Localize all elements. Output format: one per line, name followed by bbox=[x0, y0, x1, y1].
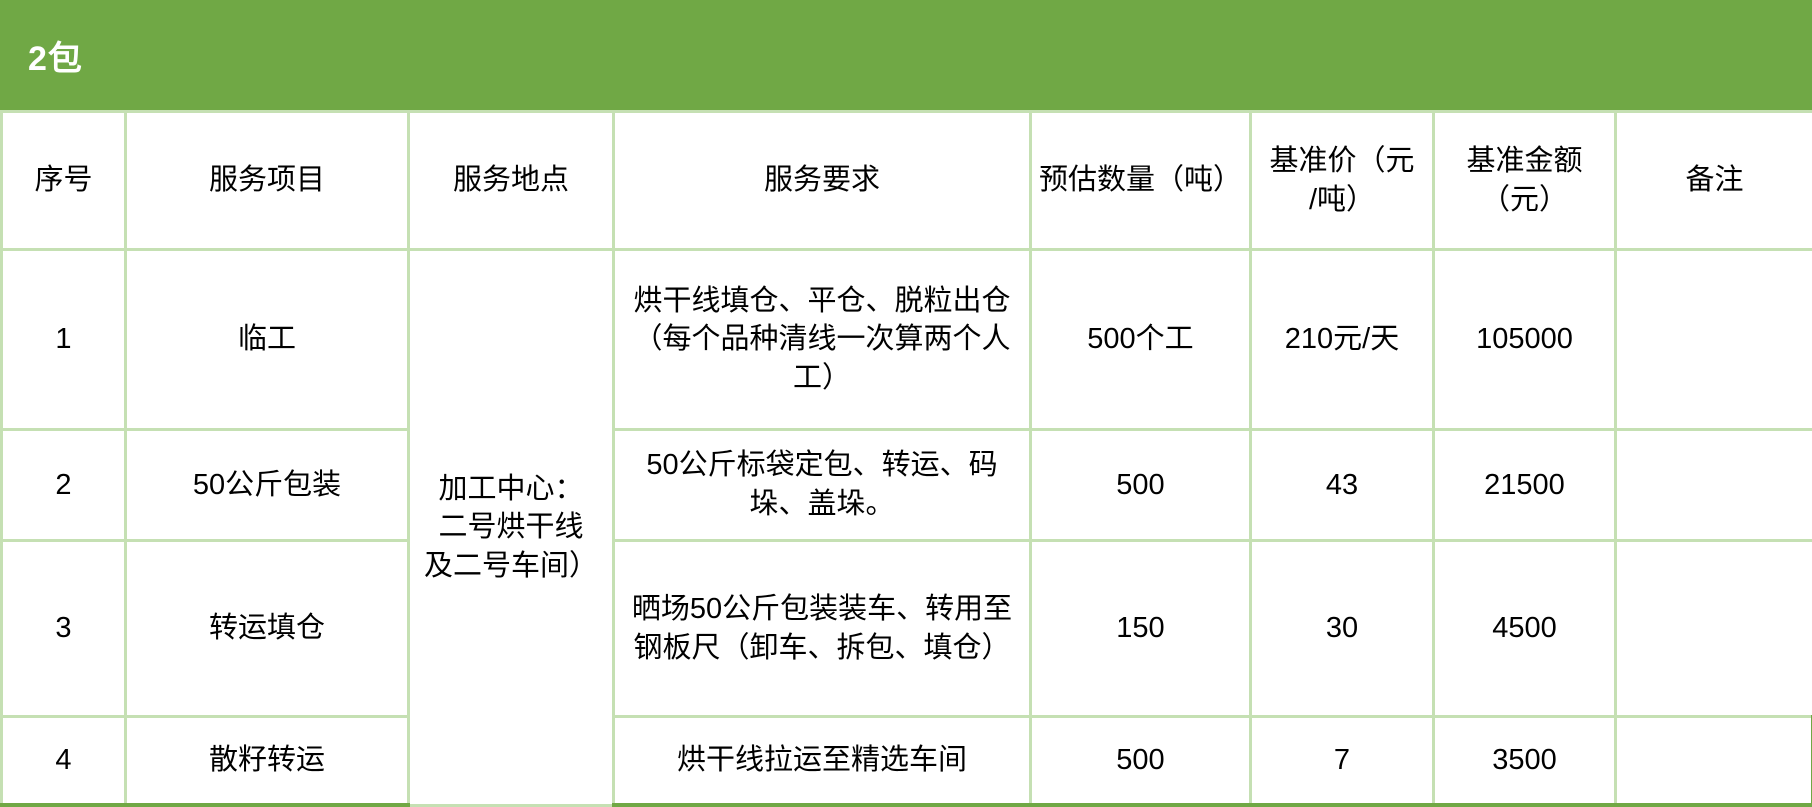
cell-estimated-quantity: 500个工 bbox=[1029, 248, 1252, 431]
cell-index: 1 bbox=[0, 248, 127, 431]
table-row: 4 散籽转运 烘干线拉运至精选车间 500 7 3500 bbox=[0, 715, 1812, 807]
cell-base-amount: 3500 bbox=[1432, 715, 1617, 807]
column-header-remark: 备注 bbox=[1614, 110, 1812, 251]
table-row: 2 50公斤包装 50公斤标袋定包、转运、码垛、盖垛。 500 43 21500 bbox=[0, 428, 1812, 542]
cell-remark bbox=[1614, 428, 1812, 542]
cell-base-amount: 21500 bbox=[1432, 428, 1617, 542]
column-header-base-amount: 基准金额 （元） bbox=[1432, 110, 1617, 251]
header-row: 序号 服务项目 服务地点 服务要求 预估数量（吨） 基准价（元 /吨） 基准金额… bbox=[0, 110, 1812, 251]
cell-remark bbox=[1614, 539, 1812, 718]
cell-base-amount: 105000 bbox=[1432, 248, 1617, 431]
cell-estimated-quantity: 500 bbox=[1029, 715, 1252, 807]
cell-base-price: 30 bbox=[1249, 539, 1435, 718]
cell-service-item: 50公斤包装 bbox=[124, 428, 410, 542]
cell-index: 2 bbox=[0, 428, 127, 542]
cell-service-item: 临工 bbox=[124, 248, 410, 431]
cell-base-price: 43 bbox=[1249, 428, 1435, 542]
cell-remark bbox=[1614, 715, 1812, 807]
cell-service-requirement: 烘干线拉运至精选车间 bbox=[612, 715, 1032, 807]
cell-service-item: 散籽转运 bbox=[124, 715, 410, 807]
package-banner: 2包 bbox=[0, 0, 1812, 110]
column-header-base-price: 基准价（元 /吨） bbox=[1249, 110, 1435, 251]
column-header-estimated-quantity: 预估数量（吨） bbox=[1029, 110, 1252, 251]
cell-service-requirement: 晒场50公斤包装装车、转用至钢板尺（卸车、拆包、填仓） bbox=[612, 539, 1032, 718]
cell-estimated-quantity: 500 bbox=[1029, 428, 1252, 542]
cell-index: 4 bbox=[0, 715, 127, 807]
cell-service-item: 转运填仓 bbox=[124, 539, 410, 718]
column-header-service-requirement: 服务要求 bbox=[612, 110, 1032, 251]
package-title: 2包 bbox=[28, 39, 83, 78]
cell-service-location-merged: 加工中心： 二号烘干线 及二号车间） bbox=[407, 248, 615, 807]
cell-service-requirement: 烘干线填仓、平仓、脱粒出仓（每个品种清线一次算两个人工） bbox=[612, 248, 1032, 431]
column-header-index: 序号 bbox=[0, 110, 127, 251]
cell-index: 3 bbox=[0, 539, 127, 718]
cell-estimated-quantity: 150 bbox=[1029, 539, 1252, 718]
table-row: 3 转运填仓 晒场50公斤包装装车、转用至钢板尺（卸车、拆包、填仓） 150 3… bbox=[0, 539, 1812, 718]
cell-service-requirement: 50公斤标袋定包、转运、码垛、盖垛。 bbox=[612, 428, 1032, 542]
cell-base-price: 210元/天 bbox=[1249, 248, 1435, 431]
column-header-service-location: 服务地点 bbox=[407, 110, 615, 251]
table-row: 1 临工 加工中心： 二号烘干线 及二号车间） 烘干线填仓、平仓、脱粒出仓（每个… bbox=[0, 248, 1812, 807]
cell-base-price: 7 bbox=[1249, 715, 1435, 807]
column-header-service-item: 服务项目 bbox=[124, 110, 410, 251]
service-table: 序号 服务项目 服务地点 服务要求 预估数量（吨） 基准价（元 /吨） 基准金额… bbox=[0, 110, 1812, 807]
cell-remark bbox=[1614, 248, 1812, 431]
cell-base-amount: 4500 bbox=[1432, 539, 1617, 718]
